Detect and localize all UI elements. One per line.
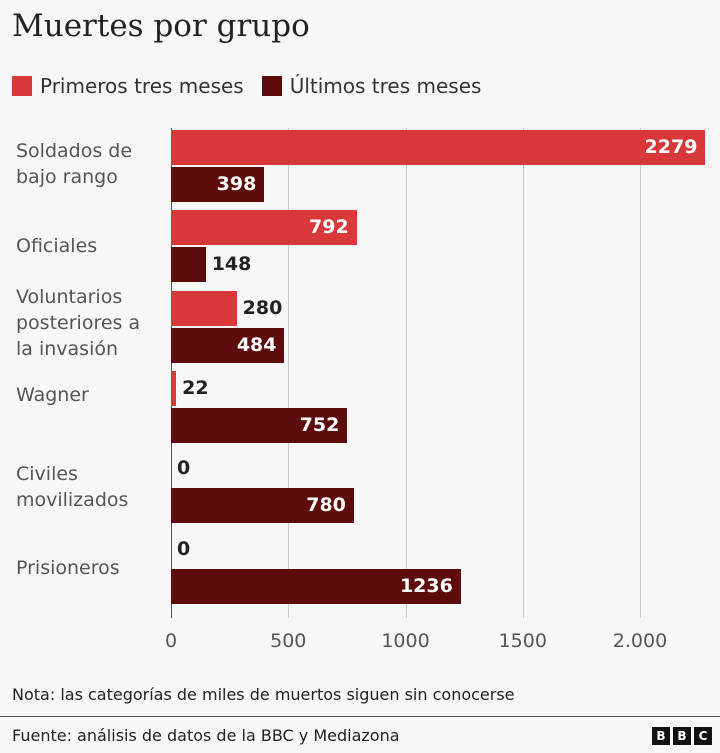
bar (171, 488, 354, 524)
legend: Primeros tres meses Últimos tres meses (12, 74, 499, 98)
data-label: 148 (211, 253, 252, 276)
category-label: Prisioneros (16, 557, 120, 579)
x-tick-label: 2.000 (612, 630, 668, 652)
divider (0, 716, 720, 717)
data-label: 484 (236, 333, 277, 356)
category-label: Soldados de bajo rango (16, 140, 133, 188)
x-tick-label: 1500 (498, 630, 547, 652)
gridline (288, 128, 290, 618)
bar (171, 130, 706, 165)
category-label: Wagner (16, 384, 89, 406)
bar (171, 407, 348, 443)
legend-swatch-first (12, 76, 32, 96)
data-label: 780 (306, 494, 346, 517)
bar (171, 327, 285, 363)
category-label: Oficiales (16, 235, 98, 257)
x-tick-label: 1000 (381, 630, 430, 652)
data-label: 280 (242, 296, 283, 319)
chart-title: Muertes por grupo (12, 8, 310, 44)
bar (171, 210, 357, 246)
bar (171, 247, 206, 283)
gridline (522, 128, 524, 618)
legend-swatch-last (261, 76, 282, 96)
x-tick-label: 500 (270, 630, 307, 652)
data-label: 22 (182, 376, 209, 399)
data-label: 752 (299, 413, 340, 436)
gridline (405, 128, 407, 618)
legend-label-first: Primeros tres meses (40, 74, 244, 98)
data-label: 792 (309, 216, 349, 239)
data-label: 398 (216, 173, 257, 195)
bar (171, 167, 265, 202)
data-label: 0 (177, 537, 191, 560)
gridline (640, 128, 641, 618)
data-label: 2279 (644, 136, 698, 158)
category-label: Civiles movilizados (16, 463, 129, 511)
category-label: Voluntarios posteriores a la invasión (16, 286, 141, 360)
bar (171, 290, 237, 326)
x-tick-label: 0 (164, 630, 178, 652)
chart-note: Nota: las categorías de miles de muertos… (12, 685, 515, 704)
legend-label-last: Últimos tres meses (289, 74, 482, 98)
chart-source: Fuente: análisis de datos de la BBC y Me… (12, 726, 400, 745)
data-label: 0 (177, 457, 191, 480)
bar (171, 568, 461, 604)
bar (171, 370, 177, 406)
data-label: 1236 (399, 574, 453, 597)
